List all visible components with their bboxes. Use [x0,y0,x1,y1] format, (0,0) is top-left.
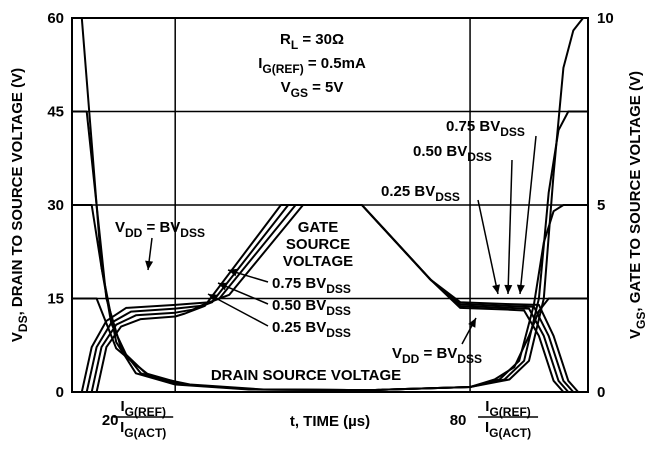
text-segment: = 0.5mA [304,55,366,72]
arrow-head [228,268,238,277]
subscript: DSS [457,352,482,366]
arrow-head [492,284,500,294]
text-segment: V [281,79,291,96]
text-segment: R [280,31,291,48]
text-segment: = 5V [308,79,343,96]
text-segment: V [9,332,26,342]
text-segment: DRAIN SOURCE VOLTAGE [211,367,401,384]
text-segment: 0.50 BV [413,143,467,160]
text-segment: I [485,398,489,415]
annotation: 0.50 BVDSS [272,297,351,318]
subscript: DD [402,352,420,366]
annotation: 0.50 BVDSS [413,143,492,164]
text-segment: = BV [419,345,457,362]
subscript: G(REF) [489,405,530,419]
text-segment: SOURCE [286,236,350,253]
arrow-line [217,282,269,305]
annotation: VOLTAGE [283,253,353,270]
arrow-line [207,293,269,327]
text-segment: , GATE TO SOURCE VOLTAGE (V) [627,71,644,312]
annotation: VGS = 5V [281,79,344,100]
subscript: DSS [500,125,525,139]
text-segment: = BV [142,219,180,236]
y2-axis-label: VGS, GATE TO SOURCE VOLTAGE (V) [627,71,648,339]
y-tick-label: 30 [47,197,64,214]
text-segment: = 30Ω [298,31,344,48]
text-segment: V [627,329,644,339]
annotation: DRAIN SOURCE VOLTAGE [211,367,401,384]
annotation: 0.25 BVDSS [272,319,351,340]
subscript: DSS [326,326,351,340]
text-segment: I [258,55,262,72]
x-tick-denominator: IG(ACT) [120,419,166,440]
x-tick-denominator: IG(ACT) [485,419,531,440]
text-segment: 0.75 BV [446,118,500,135]
subscript: DD [125,226,143,240]
arrow-line [477,199,499,295]
arrow-head [208,294,218,302]
text-segment: 0.25 BV [381,183,435,200]
subscript: DSS [467,150,492,164]
subscript: G(REF) [262,62,303,76]
y-axis-label: VDS, DRAIN TO SOURCE VOLTAGE (V) [9,68,30,342]
text-segment: I [120,398,124,415]
text-segment: I [120,419,124,436]
arrow-head [218,282,228,291]
y-tick-label: 45 [47,104,64,121]
subscript: DS [16,315,30,332]
annotation: VDD = BVDSS [392,345,482,366]
text-segment: 0.50 BV [272,297,326,314]
annotation: 0.75 BVDSS [446,118,525,139]
y2-tick-label: 5 [597,197,605,214]
subscript: G(ACT) [489,426,531,440]
annotation: GATE [298,219,339,236]
subscript: DSS [326,282,351,296]
y-tick-label: 15 [47,291,64,308]
text-segment: I [485,419,489,436]
x-tick-label: 20 [102,412,119,429]
arrow-head [468,318,476,328]
x-tick-numerator: IG(REF) [485,398,531,419]
text-segment: , DRAIN TO SOURCE VOLTAGE (V) [9,68,26,316]
subscript: GS [634,312,648,329]
arrow-head [516,284,525,294]
annotation: IG(REF) = 0.5mA [258,55,366,76]
arrow-line [519,135,537,295]
subscript: DSS [435,190,460,204]
subscript: DSS [326,304,351,318]
annotation: 0.25 BVDSS [381,183,460,204]
y-tick-label: 0 [56,384,64,401]
text-segment: VOLTAGE [283,253,353,270]
annotation: SOURCE [286,236,350,253]
y-tick-label: 60 [47,10,64,27]
y2-tick-label: 0 [597,384,605,401]
subscript: G(REF) [125,405,166,419]
text-segment: GATE [298,219,339,236]
arrow-head [504,284,513,294]
subscript: GS [291,86,308,100]
subscript: L [291,38,298,52]
text-segment: 0.75 BV [272,275,326,292]
annotation: RL = 30Ω [280,31,344,52]
subscript: G(ACT) [124,426,166,440]
curve [72,297,588,392]
arrow-line [507,159,513,295]
text-segment: V [115,219,125,236]
y2-tick-label: 10 [597,10,614,27]
x-axis-label: t, TIME (µs) [290,413,370,430]
annotation: 0.75 BVDSS [272,275,351,296]
arrow-head [145,260,154,270]
x-tick-label: 80 [450,412,467,429]
annotation: VDD = BVDSS [115,219,205,240]
x-tick-numerator: IG(REF) [120,398,166,419]
text-segment: 0.25 BV [272,319,326,336]
text-segment: V [392,345,402,362]
subscript: DSS [180,226,205,240]
curve [95,204,565,393]
